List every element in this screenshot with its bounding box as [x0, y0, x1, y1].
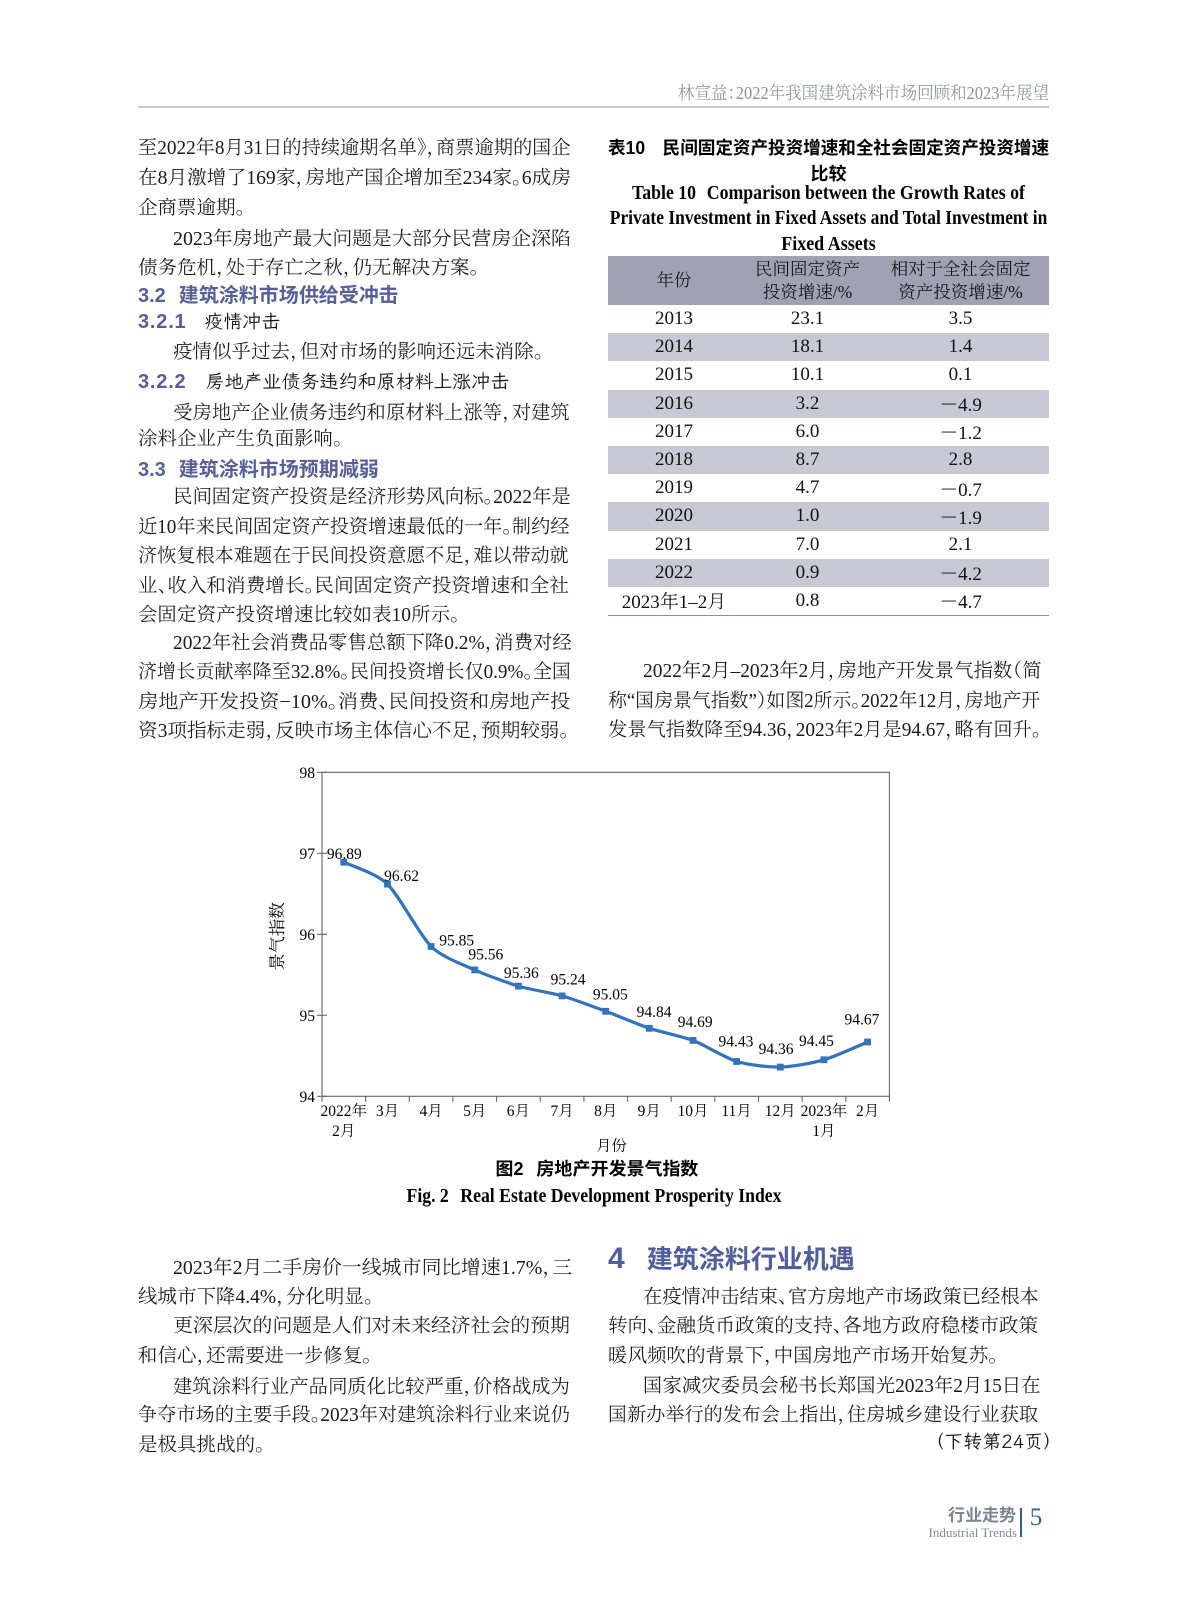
svg-text:94.43: 94.43 [718, 1033, 753, 1050]
svg-text:94.36: 94.36 [759, 1041, 794, 1058]
svg-text:95: 95 [300, 1008, 316, 1025]
svg-text:1月: 1月 [812, 1123, 835, 1140]
svg-text:6月: 6月 [507, 1103, 530, 1120]
svg-text:95.24: 95.24 [551, 971, 586, 988]
svg-text:10月: 10月 [677, 1103, 708, 1120]
svg-text:2022年: 2022年 [321, 1102, 368, 1120]
svg-text:98: 98 [300, 765, 316, 782]
svg-text:月份: 月份 [596, 1138, 628, 1155]
svg-text:94.67: 94.67 [844, 1012, 879, 1029]
svg-text:2023年: 2023年 [801, 1102, 848, 1120]
svg-text:94: 94 [300, 1089, 316, 1106]
svg-text:2月: 2月 [856, 1103, 879, 1120]
svg-text:96: 96 [300, 927, 316, 944]
svg-text:11月: 11月 [721, 1103, 751, 1120]
svg-text:8月: 8月 [594, 1103, 617, 1120]
svg-text:95.56: 95.56 [468, 946, 503, 963]
svg-text:95.85: 95.85 [439, 932, 474, 949]
svg-text:96.62: 96.62 [384, 868, 419, 885]
svg-text:94.84: 94.84 [637, 1004, 672, 1021]
svg-text:94.69: 94.69 [678, 1014, 713, 1031]
svg-text:景气指数: 景气指数 [268, 902, 287, 970]
svg-text:7月: 7月 [550, 1103, 573, 1120]
svg-text:9月: 9月 [638, 1103, 661, 1120]
svg-text:2月: 2月 [332, 1123, 355, 1140]
svg-text:95.05: 95.05 [593, 986, 628, 1003]
svg-text:3月: 3月 [376, 1103, 399, 1120]
svg-text:4月: 4月 [419, 1103, 442, 1120]
svg-text:95.36: 95.36 [504, 965, 539, 982]
svg-text:94.45: 94.45 [799, 1033, 834, 1050]
svg-text:97: 97 [300, 846, 316, 863]
svg-text:96.89: 96.89 [327, 846, 362, 863]
svg-text:12月: 12月 [765, 1103, 796, 1120]
svg-text:5月: 5月 [463, 1103, 486, 1120]
